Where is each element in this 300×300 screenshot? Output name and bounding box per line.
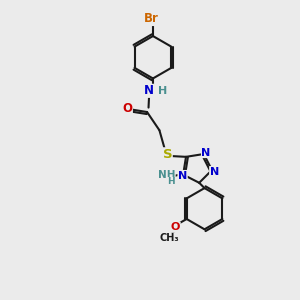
Text: Br: Br [144,13,159,26]
Text: H: H [167,178,174,187]
Text: N: N [144,84,154,97]
Text: S: S [163,148,172,161]
Text: O: O [171,222,180,232]
Text: NH: NH [158,169,175,180]
Text: H: H [158,86,167,96]
Text: N: N [210,167,219,176]
Text: N: N [178,170,187,181]
Text: CH₃: CH₃ [159,233,179,243]
Text: O: O [122,102,132,115]
Text: N: N [202,148,211,158]
